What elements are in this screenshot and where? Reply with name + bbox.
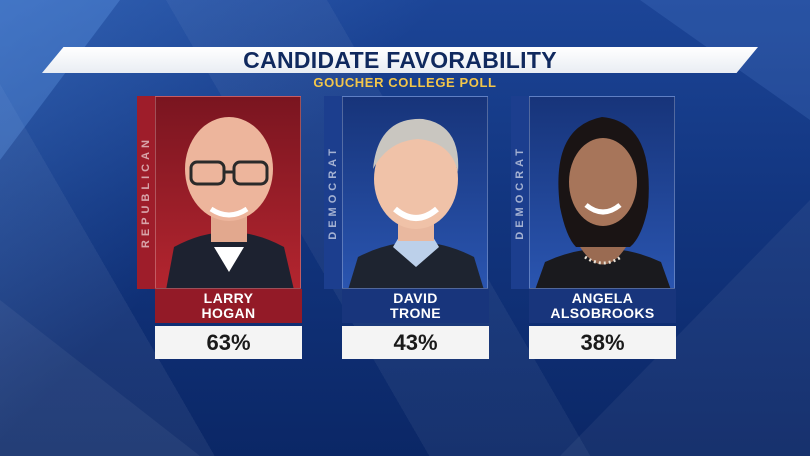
party-label-strip: REPUBLICAN [137, 96, 155, 289]
candidate-photo [342, 96, 488, 289]
candidate-photo [529, 96, 675, 289]
poll-source: GOUCHER COLLEGE POLL [313, 75, 497, 90]
candidate-photo [155, 96, 301, 289]
portrait-image [535, 117, 671, 288]
party-label: REPUBLICAN [140, 136, 152, 249]
party-label-strip: DEMOCRAT [511, 96, 529, 289]
candidate-last-name: TRONE [390, 305, 441, 321]
candidate-card-alsobrooks: DEMOCRAT ANGELA ALSOBROOKS 38% [511, 96, 677, 360]
party-label: DEMOCRAT [514, 145, 526, 240]
candidate-last-name: HOGAN [201, 305, 256, 321]
favorability-value: 63% [155, 326, 302, 359]
party-label-strip: DEMOCRAT [324, 96, 342, 289]
candidate-name: ANGELA ALSOBROOKS [529, 289, 676, 323]
candidate-name: LARRY HOGAN [155, 289, 302, 323]
portrait-image [348, 118, 484, 288]
candidate-name: DAVID TRONE [342, 289, 489, 323]
candidate-first-name: ANGELA [571, 290, 634, 306]
candidate-card-trone: DEMOCRAT DAVID TRONE 43% [324, 96, 490, 360]
favorability-value: 43% [342, 326, 489, 359]
portrait-image [166, 117, 294, 288]
favorability-value: 38% [529, 326, 676, 359]
party-label: DEMOCRAT [327, 145, 339, 240]
title-banner: CANDIDATE FAVORABILITY [42, 47, 758, 73]
candidate-first-name: LARRY [203, 290, 254, 306]
candidate-first-name: DAVID [393, 290, 438, 306]
candidate-card-hogan: REPUBLICAN LARRY HOGAN 63% [137, 96, 303, 360]
candidate-last-name: ALSOBROOKS [550, 305, 655, 321]
page-title: CANDIDATE FAVORABILITY [243, 46, 557, 73]
